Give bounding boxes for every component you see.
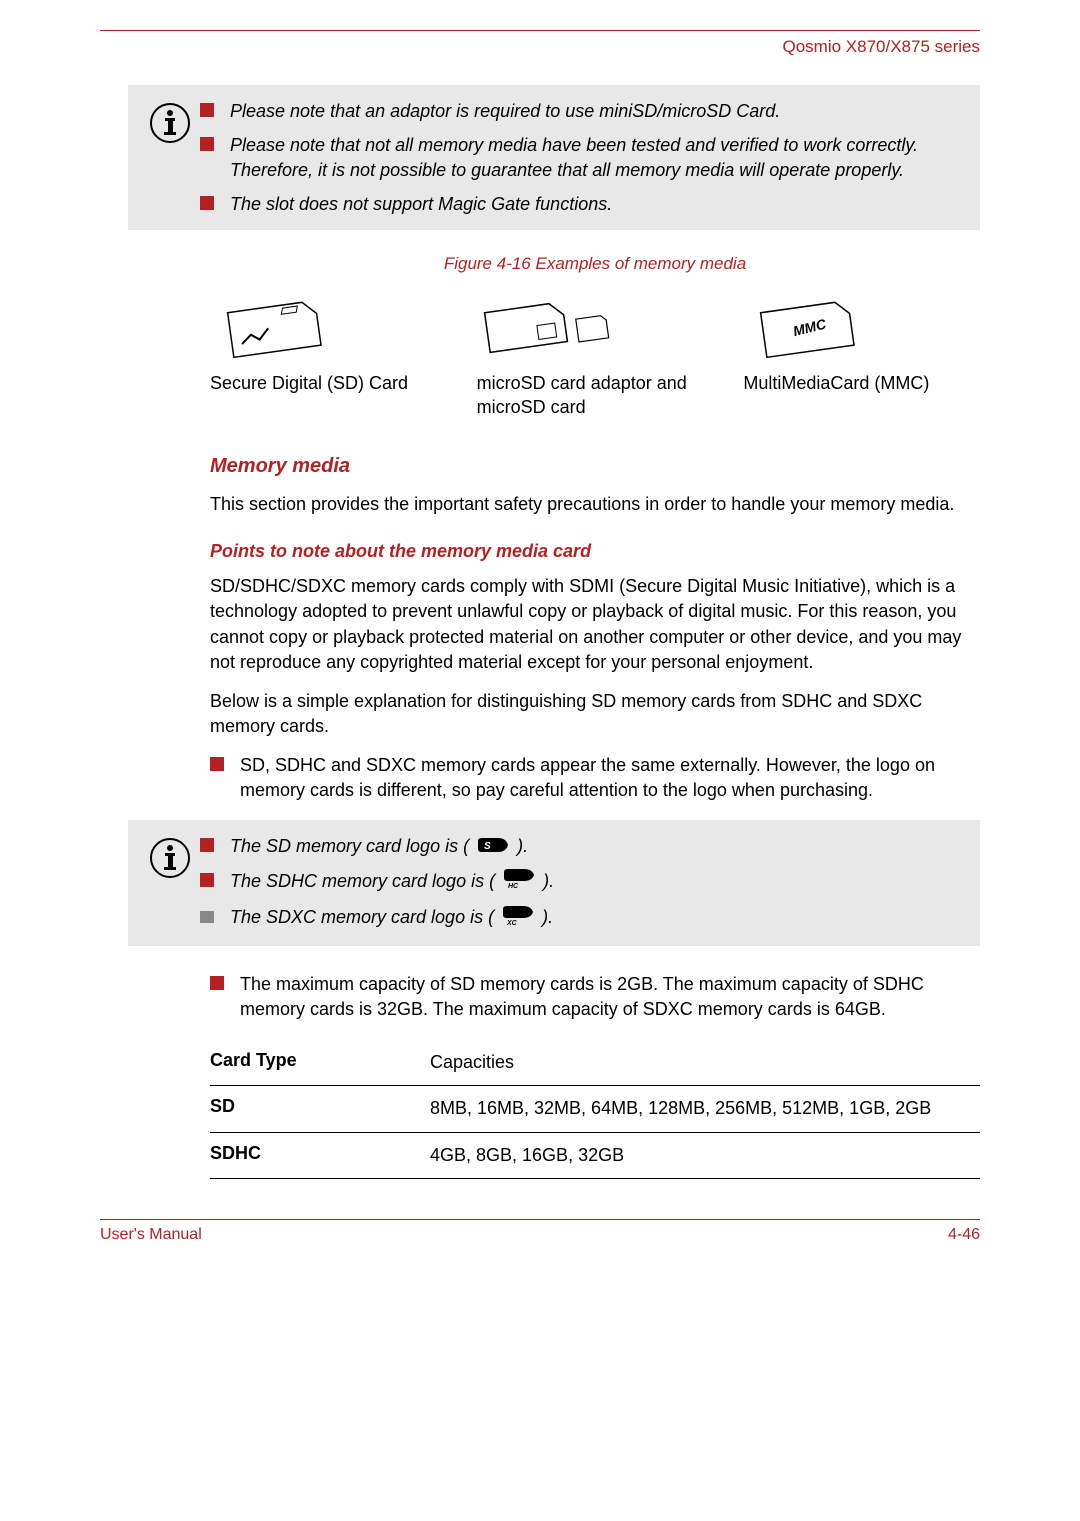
sdxc-logo-icon: XC <box>501 906 535 932</box>
footer-page: 4-46 <box>948 1226 980 1244</box>
figure-caption: Figure 4-16 Examples of memory media <box>210 254 980 274</box>
paragraph: This section provides the important safe… <box>210 492 980 517</box>
logo-note-sd: The SD memory card logo is ( S ). <box>200 834 962 859</box>
table-header-label: Card Type <box>210 1050 430 1075</box>
info-icon <box>140 834 200 932</box>
bullet-icon <box>200 911 214 923</box>
table-cell-type: SDHC <box>210 1143 430 1168</box>
info-box-logos: The SD memory card logo is ( S ). The SD… <box>128 820 980 946</box>
bullet-icon <box>200 196 214 210</box>
table-cell-type: SD <box>210 1096 430 1121</box>
header-series: Qosmio X870/X875 series <box>100 37 980 57</box>
bullet-icon <box>200 103 214 117</box>
logo-note-sdhc: The SDHC memory card logo is ( HC ). <box>200 869 962 895</box>
subsection-heading: Points to note about the memory media ca… <box>210 541 980 562</box>
svg-text:HC: HC <box>508 883 519 889</box>
media-examples-row: Secure Digital (SD) Card microSD card ad… <box>210 292 980 419</box>
sd-logo-icon: S <box>476 835 510 859</box>
logo-note-sdxc: The SDXC memory card logo is ( XC ). <box>200 905 962 931</box>
table-header-row: Card Type Capacities <box>210 1040 980 1086</box>
paragraph: SD/SDHC/SDXC memory cards comply with SD… <box>210 574 980 675</box>
media-label: Secure Digital (SD) Card <box>210 372 447 395</box>
bullet-icon <box>200 873 214 887</box>
capacity-table: Card Type Capacities SD 8MB, 16MB, 32MB,… <box>210 1040 980 1179</box>
bullet-icon <box>200 137 214 151</box>
table-row: SDHC 4GB, 8GB, 16GB, 32GB <box>210 1133 980 1179</box>
sd-card-image <box>210 292 447 362</box>
table-header-value: Capacities <box>430 1050 980 1075</box>
bullet-icon <box>200 838 214 852</box>
svg-text:S: S <box>484 841 491 852</box>
bullet-item: SD, SDHC and SDXC memory cards appear th… <box>210 753 980 803</box>
info-box-top: Please note that an adaptor is required … <box>128 85 980 230</box>
table-cell-cap: 8MB, 16MB, 32MB, 64MB, 128MB, 256MB, 512… <box>430 1096 980 1121</box>
media-label: microSD card adaptor and microSD card <box>477 372 714 419</box>
footer-left: User's Manual <box>100 1226 202 1244</box>
media-label: MultiMediaCard (MMC) <box>743 372 980 395</box>
mmc-card-image: MMC <box>743 292 980 362</box>
page-footer: User's Manual 4-46 <box>100 1219 980 1244</box>
bullet-icon <box>210 757 224 771</box>
table-row: SD 8MB, 16MB, 32MB, 64MB, 128MB, 256MB, … <box>210 1086 980 1132</box>
note-item: Please note that an adaptor is required … <box>200 99 962 123</box>
section-heading: Memory media <box>210 455 980 478</box>
svg-text:XC: XC <box>506 920 518 926</box>
note-item: Please note that not all memory media ha… <box>200 133 962 182</box>
info-icon <box>140 99 200 216</box>
microsd-adaptor-image <box>477 292 714 362</box>
table-cell-cap: 4GB, 8GB, 16GB, 32GB <box>430 1143 980 1168</box>
note-item: The slot does not support Magic Gate fun… <box>200 192 962 216</box>
bullet-icon <box>210 976 224 990</box>
paragraph: Below is a simple explanation for distin… <box>210 689 980 739</box>
capacity-note: The maximum capacity of SD memory cards … <box>210 972 980 1022</box>
sdhc-logo-icon: HC <box>502 869 536 895</box>
